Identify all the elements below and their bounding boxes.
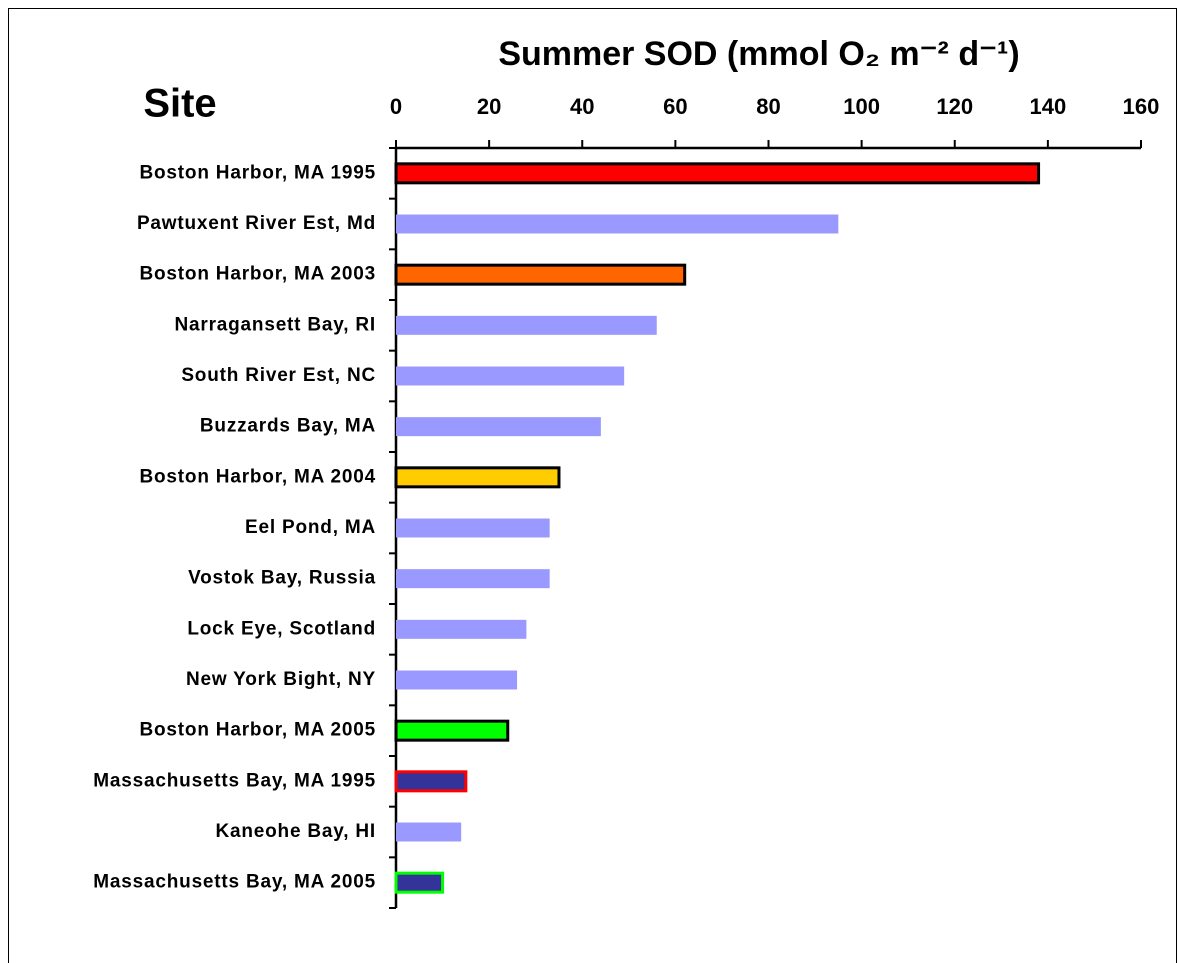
x-tick-label: 140 — [1030, 94, 1067, 119]
bar — [394, 162, 1041, 185]
x-tick-label: 60 — [663, 94, 687, 119]
bar — [396, 518, 550, 538]
bar — [394, 871, 445, 894]
y-tick-label: Lock Eye, Scotland — [187, 618, 376, 639]
y-tick-label: Eel Pond, MA — [245, 517, 376, 538]
x-tick-label: 40 — [570, 94, 594, 119]
x-tick-label: 0 — [390, 94, 402, 119]
y-tick-label: Pawtuxent River Est, Md — [137, 213, 376, 234]
y-tick-label: Boston Harbor, MA 1995 — [140, 162, 377, 183]
y-tick-label: Boston Harbor, MA 2004 — [140, 466, 377, 487]
bar — [396, 417, 601, 437]
x-tick-label: 80 — [756, 94, 780, 119]
bar — [396, 366, 625, 386]
y-axis-label: Site — [143, 82, 216, 126]
x-tick-label: 120 — [936, 94, 973, 119]
chart-title: Summer SOD (mmol O₂ m⁻² d⁻¹) — [498, 35, 1019, 73]
bar — [394, 263, 687, 286]
bar — [396, 569, 550, 589]
frame — [8, 8, 1177, 963]
y-tick-label: Buzzards Bay, MA — [200, 416, 376, 437]
bar — [396, 214, 839, 234]
bar — [396, 822, 462, 842]
y-tick-label: Boston Harbor, MA 2003 — [140, 264, 377, 285]
y-tick-label: New York Bight, NY — [186, 669, 376, 690]
y-tick-label: Boston Harbor, MA 2005 — [140, 720, 377, 741]
y-tick-label: Massachusetts Bay, MA 1995 — [93, 770, 376, 791]
y-tick-label: Vostok Bay, Russia — [188, 568, 376, 589]
x-tick-label: 20 — [477, 94, 501, 119]
bar — [394, 466, 561, 489]
y-tick-label: Massachusetts Bay, MA 2005 — [93, 872, 376, 893]
bar — [394, 770, 468, 793]
y-tick-label: Narragansett Bay, RI — [175, 314, 377, 335]
bar — [396, 619, 527, 639]
bar — [394, 719, 510, 742]
y-tick-label: South River Est, NC — [181, 365, 376, 386]
bar — [396, 315, 657, 335]
x-tick-label: 160 — [1123, 94, 1160, 119]
bar — [396, 670, 518, 690]
x-tick-label: 100 — [843, 94, 880, 119]
y-tick-label: Kaneohe Bay, HI — [215, 821, 376, 842]
